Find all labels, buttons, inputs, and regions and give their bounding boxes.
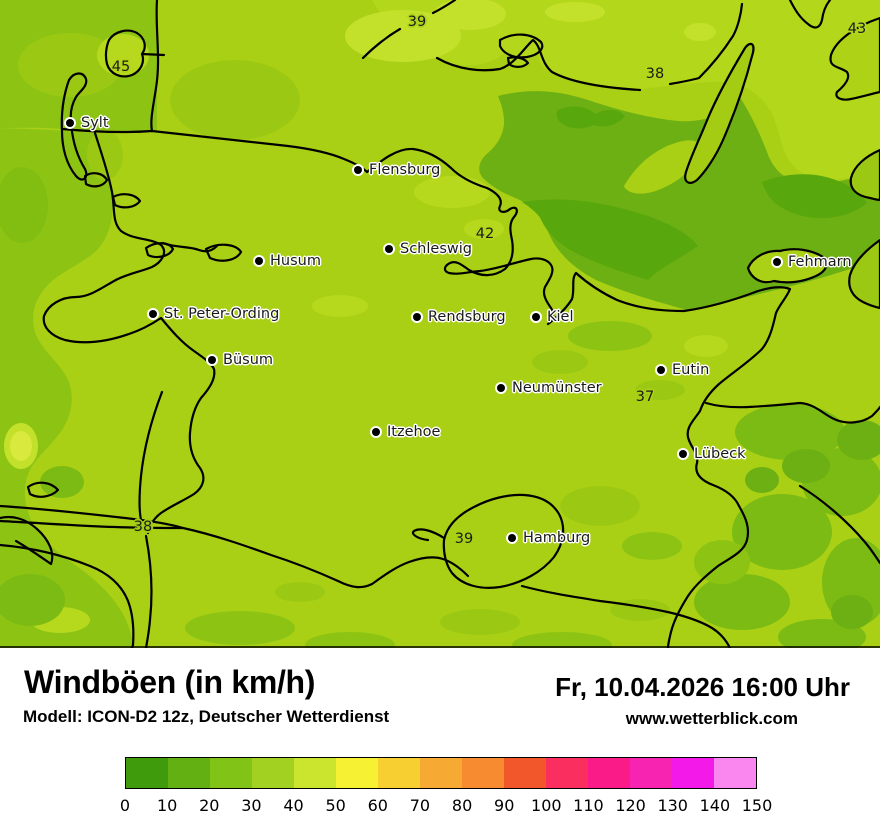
colorbar-segment — [588, 758, 630, 788]
city-label: Husum — [270, 253, 321, 269]
colorbar-segment — [168, 758, 210, 788]
colorbar-segment — [462, 758, 504, 788]
page-title: Windböen (in km/h) — [24, 664, 316, 700]
city-label: Flensburg — [369, 162, 441, 178]
city-dot-icon — [657, 366, 665, 374]
city-label: Fehmarn — [788, 254, 852, 270]
city-label: Kiel — [547, 309, 574, 325]
contour-value-label: 39 — [454, 531, 474, 547]
colorbar-tick-label: 0 — [119, 796, 131, 815]
contour-value-label: 38 — [645, 66, 665, 82]
city-dot-icon — [255, 257, 263, 265]
city-label: Eutin — [672, 362, 710, 378]
city-label: Rendsburg — [428, 309, 506, 325]
colorbar-tick-label: 120 — [615, 796, 646, 815]
city-dot-icon — [385, 245, 393, 253]
city-label: Neumünster — [512, 380, 602, 396]
colorbar-segment — [504, 758, 546, 788]
colorbar-segment — [210, 758, 252, 788]
colorbar-tick-label: 20 — [199, 796, 220, 815]
contour-value-label: 43 — [847, 21, 867, 37]
colorbar — [125, 757, 757, 789]
colorbar-tick-label: 10 — [156, 796, 178, 815]
contour-value-label: 39 — [407, 14, 427, 30]
city-dot-icon — [508, 534, 516, 542]
colorbar-segment — [420, 758, 462, 788]
contour-value-label: 42 — [475, 226, 495, 242]
city-dot-icon — [208, 356, 216, 364]
model-info: Modell: ICON-D2 12z, Deutscher Wetterdie… — [23, 707, 390, 726]
colorbar-tick-label: 150 — [741, 796, 773, 815]
wind-map: Sylt Flensburg Husum Schleswig St. Peter-Ord… — [0, 0, 880, 648]
colorbar-tick-label: 100 — [531, 796, 562, 815]
city-label: Lübeck — [694, 446, 746, 462]
city-label: Schleswig — [400, 241, 472, 257]
colorbar-tick-label: 110 — [573, 796, 604, 815]
city-dot-icon — [413, 313, 421, 321]
colorbar-tick-label: 90 — [494, 796, 515, 815]
colorbar-segment — [294, 758, 336, 788]
city-dot-icon — [372, 428, 380, 436]
colorbar-segment — [126, 758, 168, 788]
colorbar-segment — [714, 758, 756, 788]
city-dot-icon — [66, 119, 74, 127]
city-dot-icon — [679, 450, 687, 458]
city-label: St. Peter-Ording — [164, 306, 280, 322]
city-label: Hamburg — [523, 530, 591, 546]
city-label: Itzehoe — [387, 424, 441, 440]
colorbar-tick-label: 130 — [657, 796, 688, 815]
colorbar-segment — [546, 758, 588, 788]
colorbar-tick-label: 30 — [241, 796, 262, 815]
website-url: www.wetterblick.com — [625, 709, 798, 728]
colorbar-tick-label: 60 — [367, 796, 388, 815]
colorbar-segment — [336, 758, 378, 788]
city-label: Sylt — [81, 115, 109, 131]
colorbar-tick-label: 140 — [699, 796, 731, 815]
city-dot-icon — [532, 313, 540, 321]
colorbar-segment — [630, 758, 672, 788]
colorbar-segment — [672, 758, 714, 788]
city-dot-icon — [497, 384, 505, 392]
contour-value-label: 45 — [111, 59, 131, 75]
city-dot-icon — [149, 310, 157, 318]
colorbar-ticks: 0 10 20 30 40 50 60 70 80 90 100 110 120 130 140 150 — [120, 796, 772, 818]
map-canvas — [0, 0, 880, 648]
colorbar-segment — [378, 758, 420, 788]
contour-value-label: 38 — [133, 519, 153, 535]
city-dot-icon — [773, 258, 781, 266]
colorbar-tick-label: 80 — [451, 796, 473, 815]
colorbar-tick-label: 40 — [283, 796, 304, 815]
city-dot-icon — [354, 166, 362, 174]
forecast-datetime: Fr, 10.04.2026 16:00 Uhr — [555, 672, 850, 702]
contour-value-label: 37 — [635, 389, 655, 405]
colorbar-tick-label: 70 — [409, 796, 431, 815]
colorbar-tick-label: 50 — [325, 796, 346, 815]
colorbar-segment — [252, 758, 294, 788]
city-label: Büsum — [223, 352, 274, 368]
